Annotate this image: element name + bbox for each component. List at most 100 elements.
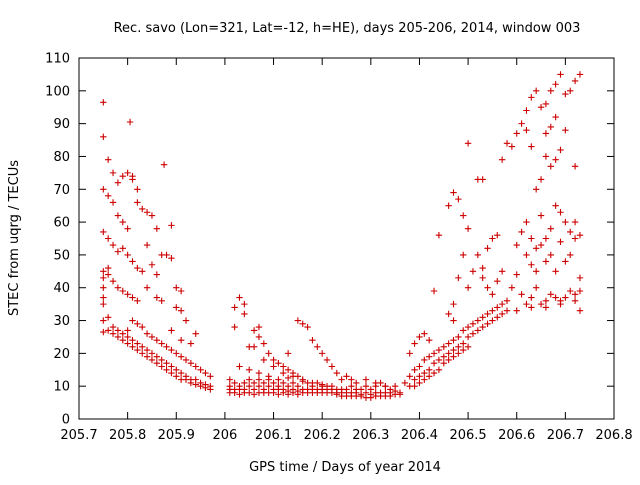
x-tick-label: 206.1 <box>255 428 292 443</box>
data-point <box>158 363 165 370</box>
x-tick-label: 205.8 <box>109 428 146 443</box>
data-point <box>411 340 418 347</box>
data-point <box>284 374 292 382</box>
data-point <box>168 222 175 229</box>
data-point <box>314 343 321 350</box>
data-point <box>421 376 428 383</box>
data-point <box>460 251 467 259</box>
data-point <box>168 369 175 377</box>
data-point <box>160 161 168 168</box>
data-point <box>469 268 477 275</box>
data-point <box>425 353 433 360</box>
data-point <box>552 268 559 275</box>
data-point <box>455 274 462 282</box>
data-point <box>489 291 496 298</box>
data-point <box>528 94 535 101</box>
data-point <box>455 350 462 357</box>
data-point <box>265 382 272 390</box>
data-point <box>562 127 569 134</box>
y-tick-label: 70 <box>53 183 70 198</box>
data-point <box>124 169 131 177</box>
data-point <box>372 379 379 387</box>
data-point <box>260 379 268 387</box>
data-point <box>576 307 584 314</box>
y-tick-label: 20 <box>53 347 70 362</box>
data-point <box>416 333 423 341</box>
data-point <box>241 310 248 318</box>
data-point <box>338 376 345 383</box>
data-point <box>576 274 584 282</box>
data-point <box>557 71 564 78</box>
data-point <box>571 218 579 226</box>
data-point <box>430 360 438 367</box>
data-point <box>523 127 530 134</box>
data-point <box>207 386 214 393</box>
data-point <box>421 330 428 337</box>
data-point <box>498 156 506 163</box>
data-point <box>576 287 584 295</box>
data-point <box>177 337 185 344</box>
data-point <box>148 212 156 219</box>
data-point <box>518 291 525 298</box>
data-point <box>460 327 467 334</box>
y-tick-label: 100 <box>45 84 70 99</box>
data-point <box>353 379 360 387</box>
data-point <box>250 327 258 334</box>
data-point <box>231 389 238 396</box>
data-point <box>430 350 438 357</box>
data-point <box>557 209 564 216</box>
y-tick-label: 50 <box>53 248 70 263</box>
data-point <box>532 245 540 252</box>
data-point <box>197 382 204 390</box>
data-point <box>557 238 564 245</box>
axis-ticks: 205.7 205.8 205.9 206 206.1 206.2 206.3 206.4 20… <box>45 52 632 444</box>
x-tick-label: 206.6 <box>498 428 535 443</box>
data-point <box>255 323 263 331</box>
data-point <box>367 394 375 401</box>
data-point <box>163 343 170 350</box>
data-point <box>109 199 117 206</box>
data-point <box>435 232 443 239</box>
data-point <box>255 333 263 341</box>
y-tick-label: 80 <box>53 150 70 165</box>
data-point <box>124 333 131 341</box>
data-point <box>318 350 326 357</box>
data-point <box>119 287 126 295</box>
data-point <box>236 391 243 398</box>
data-point <box>464 140 472 147</box>
data-point <box>518 120 525 127</box>
data-point <box>406 350 413 357</box>
data-point <box>396 391 404 398</box>
data-point <box>163 360 170 367</box>
data-point <box>119 172 126 180</box>
data-point <box>362 382 370 390</box>
data-point <box>177 287 185 295</box>
data-point <box>523 107 530 114</box>
data-point <box>537 212 545 219</box>
data-point <box>547 291 554 298</box>
data-point <box>192 330 199 337</box>
data-point <box>557 146 564 154</box>
data-point <box>562 294 569 301</box>
data-point <box>299 320 306 328</box>
data-point <box>284 350 292 357</box>
data-point <box>163 251 170 259</box>
data-point <box>100 186 107 193</box>
data-point <box>246 382 253 390</box>
data-point <box>280 369 287 377</box>
data-point <box>425 337 433 344</box>
data-point <box>513 241 520 249</box>
data-point <box>464 225 472 232</box>
data-point <box>100 300 107 308</box>
data-point <box>153 271 161 278</box>
data-point <box>270 379 277 387</box>
data-point <box>484 310 491 318</box>
data-point <box>464 323 472 331</box>
data-point <box>552 81 559 88</box>
data-point <box>333 391 340 398</box>
data-point <box>100 317 107 324</box>
data-point <box>114 284 122 291</box>
x-tick-label: 206 <box>212 428 237 443</box>
data-point <box>100 228 107 236</box>
